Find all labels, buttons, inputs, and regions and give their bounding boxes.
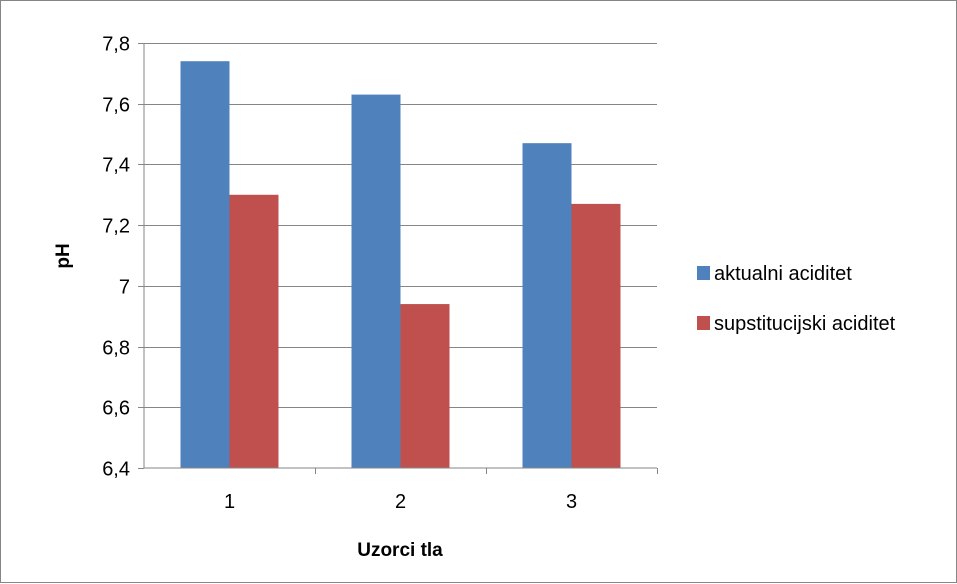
x-axis-title: Uzorci tla (357, 540, 443, 561)
legend-label: supstitucijski aciditet (714, 313, 896, 335)
x-tick-label: 3 (566, 491, 577, 513)
legend-swatch (697, 316, 710, 330)
axes (143, 43, 657, 469)
bars (180, 61, 621, 469)
legend-label: aktualni aciditet (714, 263, 852, 285)
y-axis-title: pH (53, 243, 74, 268)
y-tick-label: 6,8 (102, 338, 130, 360)
bar-supstitucijski-1 (229, 194, 279, 469)
y-tick-label: 6,6 (102, 398, 130, 420)
legend: aktualni aciditet supstitucijski aciditet (697, 263, 896, 335)
y-tick-labels: 6,4 6,6 6,8 7 7,2 7,4 7,6 7,8 (102, 34, 130, 481)
y-tick-label: 7,6 (102, 95, 130, 117)
x-tick-label: 2 (395, 491, 406, 513)
y-tick-label: 7,4 (102, 155, 130, 177)
x-tick-label: 1 (224, 491, 235, 513)
bar-aktualni-3 (522, 143, 572, 468)
bar-aktualni-1 (180, 61, 230, 468)
y-tick-label: 6,4 (102, 459, 130, 481)
x-tick-labels: 1 2 3 (224, 468, 658, 513)
bar-aktualni-2 (351, 94, 401, 468)
legend-swatch (697, 266, 710, 280)
y-tick-label: 7,2 (102, 216, 130, 238)
bar-supstitucijski-2 (400, 304, 450, 468)
bar-supstitucijski-3 (571, 203, 621, 468)
y-tick-label: 7 (119, 277, 130, 299)
y-tick-label: 7,8 (102, 34, 130, 56)
